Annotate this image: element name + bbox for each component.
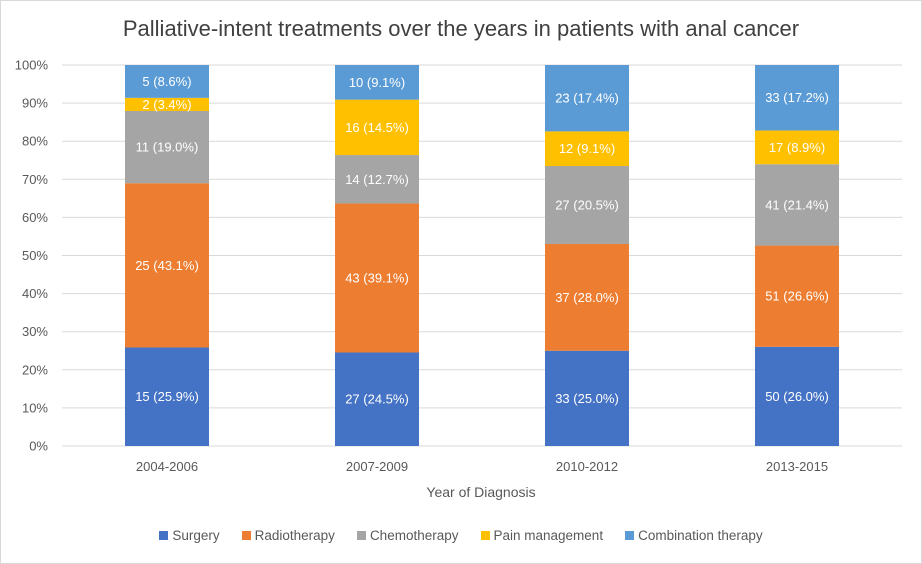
data-label: 33 (25.0%) [555,391,619,406]
y-axis: 0% 10% 20% 30% 40% 50% 60% 70% 80% 90% 100% [15,58,49,454]
bar-segment-pain-management [755,130,839,165]
data-label: 33 (17.2%) [765,90,829,105]
data-label: 5 (8.6%) [142,74,191,89]
data-label: 17 (8.9%) [769,140,825,155]
bar-segment-surgery [545,350,629,446]
legend-swatch [625,531,635,540]
legend-item-chemotherapy: Chemotherapy [356,528,459,543]
bar-segment-pain-management [545,131,629,167]
bar-segment-pain-management [335,99,419,156]
legend: Surgery Radiotherapy Chemotherapy Pain mana… [0,528,922,543]
bar-stack-2010-2012: 33 (25.0%) 37 (28.0%) 27 (20.5%) 12 (9.1%) 2… [545,65,629,446]
x-tick-label: 2013-2015 [766,459,828,474]
legend-item-pain-management: Pain management [480,528,604,543]
legend-item-radiotherapy: Radiotherapy [241,528,335,543]
y-tick-label: 0% [29,439,48,454]
y-tick-label: 80% [22,134,48,149]
bar-stack-2007-2009: 27 (24.5%) 43 (39.1%) 14 (12.7%) 16 (14.5%)… [335,65,419,446]
data-label: 14 (12.7%) [345,172,409,187]
y-tick-label: 50% [22,248,48,263]
data-label: 41 (21.4%) [765,197,829,212]
y-tick-label: 20% [22,362,48,377]
bar-segment-chemotherapy [755,164,839,246]
y-tick-label: 70% [22,172,48,187]
bar-segment-radiotherapy [545,243,629,351]
legend-item-surgery: Surgery [159,528,220,543]
bar-segment-pain-management [125,97,209,111]
y-tick-label: 30% [22,324,48,339]
bar-segment-combination-therapy [545,65,629,132]
bar-segment-surgery [755,346,839,446]
bar-segment-radiotherapy [755,245,839,347]
x-tick-label: 2010-2012 [556,459,618,474]
x-tick-label: 2007-2009 [346,459,408,474]
data-label: 11 (19.0%) [136,140,199,155]
data-label: 10 (9.1%) [349,75,405,90]
data-label: 25 (43.1%) [135,258,199,273]
bar-stack-2013-2015: 50 (26.0%) 51 (26.6%) 41 (21.4%) 17 (8.9%) 3… [755,65,839,446]
bar-segment-chemotherapy [545,166,629,244]
legend-swatch [241,531,251,540]
legend-item-combination-therapy: Combination therapy [625,528,763,543]
bar-segment-chemotherapy [335,155,419,204]
bar-segment-surgery [125,347,209,446]
data-label: 43 (39.1%) [345,271,409,286]
bar-segment-radiotherapy [125,183,209,348]
y-tick-label: 40% [22,286,48,301]
data-label: 12 (9.1%) [559,141,615,156]
y-tick-label: 10% [22,400,48,415]
legend-label: Pain management [493,528,604,543]
y-tick-label: 60% [22,210,48,225]
legend-label: Radiotherapy [254,528,335,543]
data-label: 27 (24.5%) [345,392,409,407]
legend-label: Surgery [172,528,220,543]
bar-segment-combination-therapy [335,65,419,100]
legend-swatch [356,531,366,540]
x-tick-label: 2004-2006 [136,459,198,474]
data-label: 2 (3.4%) [142,97,191,112]
bar-stack-2004-2006: 15 (25.9%) 25 (43.1%) 11 (19.0%) 2 (3.4%) 5 … [125,65,209,446]
x-axis-title: Year of Diagnosis [426,484,535,500]
bar-segment-combination-therapy [755,65,839,131]
bar-segment-surgery [335,352,419,446]
bar-segment-radiotherapy [335,203,419,353]
legend-swatch [159,531,169,540]
data-label: 15 (25.9%) [135,389,199,404]
chart-title: Palliative-intent treatments over the ye… [122,16,800,41]
x-axis: 2004-2006 2007-2009 2010-2012 2013-2015 [136,459,828,474]
y-tick-label: 100% [15,58,49,73]
bar-segment-chemotherapy [125,110,209,184]
data-label: 50 (26.0%) [765,389,829,404]
data-label: 23 (17.4%) [555,91,619,106]
data-label: 16 (14.5%) [345,120,409,135]
data-label: 37 (28.0%) [555,290,619,305]
bar-segment-combination-therapy [125,65,209,98]
data-label: 51 (26.6%) [765,289,829,304]
bar-layer: 15 (25.9%) 25 (43.1%) 11 (19.0%) 2 (3.4%) 5 … [125,65,839,446]
y-tick-label: 90% [22,96,48,111]
legend-swatch [480,531,490,540]
legend-label: Combination therapy [638,528,763,543]
data-label: 27 (20.5%) [555,197,619,212]
legend-label: Chemotherapy [369,528,459,543]
